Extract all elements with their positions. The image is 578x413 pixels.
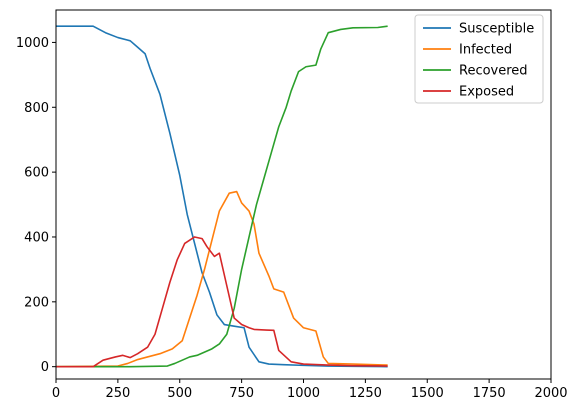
- y-tick-label: 400: [24, 230, 49, 245]
- x-axis: 0 250 500 750 1000 1250 1500 1750 2000: [52, 379, 568, 401]
- plot-lines: [55, 25, 388, 368]
- legend-label-exposed: Exposed: [459, 85, 514, 100]
- x-tick-label: 250: [105, 386, 130, 401]
- x-tick-label: 1750: [473, 386, 506, 401]
- legend-label-infected: Infected: [459, 43, 512, 58]
- y-tick-label: 200: [24, 295, 49, 310]
- y-tick-label: 800: [24, 101, 49, 116]
- legend-box: [414, 14, 544, 104]
- x-tick-label: 2000: [534, 386, 567, 401]
- legend-label-susceptible: Susceptible: [459, 22, 534, 37]
- y-axis: 0 200 400 600 800 1000: [16, 36, 56, 375]
- series-line-recovered: [56, 25, 388, 368]
- series-line-susceptible: [56, 25, 388, 368]
- y-tick-label: 600: [24, 166, 49, 181]
- x-tick-label: 1250: [349, 386, 382, 401]
- x-tick-label: 1000: [287, 386, 320, 401]
- y-tick-label: 0: [41, 360, 49, 375]
- x-tick-label: 0: [52, 386, 60, 401]
- legend-label-recovered: Recovered: [459, 64, 528, 79]
- x-tick-label: 500: [167, 386, 192, 401]
- x-tick-label: 750: [229, 386, 254, 401]
- x-tick-label: 1500: [411, 386, 444, 401]
- series-line-exposed: [56, 236, 388, 368]
- y-tick-label: 1000: [16, 36, 49, 51]
- legend: Susceptible Infected Recovered Exposed: [414, 14, 544, 104]
- series-line-infected: [55, 190, 388, 368]
